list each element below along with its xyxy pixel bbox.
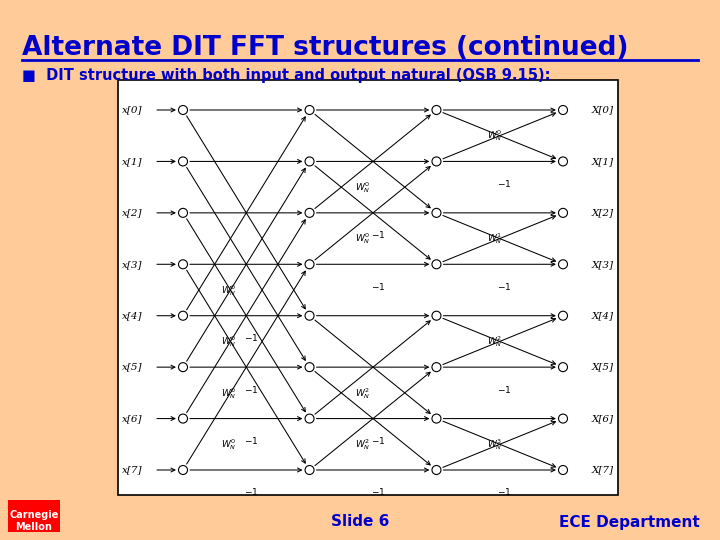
Text: X[2]: X[2]: [592, 208, 614, 218]
Text: ECE Department: ECE Department: [559, 515, 700, 530]
Text: Carnegie
Mellon: Carnegie Mellon: [9, 510, 59, 531]
Circle shape: [179, 157, 187, 166]
Text: x[1]: x[1]: [122, 157, 143, 166]
Circle shape: [432, 208, 441, 218]
Text: $W_N^{0}$: $W_N^{0}$: [220, 283, 236, 298]
Circle shape: [179, 363, 187, 372]
Circle shape: [559, 260, 567, 269]
Text: $-1$: $-1$: [244, 435, 258, 446]
Text: x[4]: x[4]: [122, 311, 143, 320]
Text: Alternate DIT FFT structures (continued): Alternate DIT FFT structures (continued): [22, 35, 629, 61]
Circle shape: [432, 260, 441, 269]
Text: X[6]: X[6]: [592, 414, 614, 423]
Circle shape: [179, 414, 187, 423]
Circle shape: [179, 311, 187, 320]
Circle shape: [179, 465, 187, 475]
Text: x[3]: x[3]: [122, 260, 143, 269]
Text: x[7]: x[7]: [122, 465, 143, 475]
Text: $W_N^{0}$: $W_N^{0}$: [220, 334, 236, 349]
Text: x[6]: x[6]: [122, 414, 143, 423]
Circle shape: [432, 465, 441, 475]
Text: $-1$: $-1$: [244, 332, 258, 343]
Text: X[7]: X[7]: [592, 465, 614, 475]
Text: $-1$: $-1$: [244, 383, 258, 395]
Circle shape: [305, 311, 314, 320]
Circle shape: [305, 105, 314, 114]
Text: x[5]: x[5]: [122, 363, 143, 372]
Text: $-1$: $-1$: [371, 435, 385, 446]
Circle shape: [179, 260, 187, 269]
Text: X[5]: X[5]: [592, 363, 614, 372]
Text: ■  DIT structure with both input and output natural (OSB 9.15):: ■ DIT structure with both input and outp…: [22, 68, 551, 83]
FancyBboxPatch shape: [8, 500, 60, 532]
Circle shape: [305, 260, 314, 269]
Circle shape: [179, 105, 187, 114]
Circle shape: [432, 105, 441, 114]
Circle shape: [559, 311, 567, 320]
Text: X[1]: X[1]: [592, 157, 614, 166]
FancyBboxPatch shape: [118, 80, 618, 495]
Circle shape: [432, 311, 441, 320]
Circle shape: [559, 208, 567, 218]
Text: x[2]: x[2]: [122, 208, 143, 218]
Circle shape: [432, 414, 441, 423]
Circle shape: [559, 157, 567, 166]
Text: $-1$: $-1$: [498, 178, 512, 189]
Text: $W_N^{0}$: $W_N^{0}$: [220, 437, 236, 452]
Circle shape: [559, 363, 567, 372]
Text: $-1$: $-1$: [498, 383, 512, 395]
Text: $W_N^{2}$: $W_N^{2}$: [355, 437, 371, 452]
Text: $-1$: $-1$: [244, 487, 258, 497]
Text: $-1$: $-1$: [371, 230, 385, 240]
Text: $W_N^{0}$: $W_N^{0}$: [355, 180, 371, 195]
Text: Slide 6: Slide 6: [330, 515, 390, 530]
Text: X[3]: X[3]: [592, 260, 614, 269]
Circle shape: [179, 208, 187, 218]
Circle shape: [305, 414, 314, 423]
Circle shape: [305, 157, 314, 166]
Circle shape: [559, 414, 567, 423]
Text: $W_N^{0}$: $W_N^{0}$: [487, 129, 503, 144]
Text: $W_N^{1}$: $W_N^{1}$: [487, 231, 503, 246]
Circle shape: [305, 363, 314, 372]
Text: X[4]: X[4]: [592, 311, 614, 320]
Circle shape: [432, 157, 441, 166]
Text: $-1$: $-1$: [498, 281, 512, 292]
Text: $W_N^{2}$: $W_N^{2}$: [487, 334, 503, 349]
Text: $-1$: $-1$: [371, 487, 385, 497]
Text: $-1$: $-1$: [371, 281, 385, 292]
Text: x[0]: x[0]: [122, 105, 143, 114]
Text: X[0]: X[0]: [592, 105, 614, 114]
Text: $W_N^{0}$: $W_N^{0}$: [220, 386, 236, 401]
Text: $-1$: $-1$: [498, 487, 512, 497]
Circle shape: [559, 105, 567, 114]
Circle shape: [305, 465, 314, 475]
Text: $W_N^{2}$: $W_N^{2}$: [355, 386, 371, 401]
Circle shape: [305, 208, 314, 218]
Circle shape: [559, 465, 567, 475]
Circle shape: [432, 363, 441, 372]
Text: $W_N^{0}$: $W_N^{0}$: [355, 231, 371, 246]
Text: $W_N^{3}$: $W_N^{3}$: [487, 437, 503, 452]
